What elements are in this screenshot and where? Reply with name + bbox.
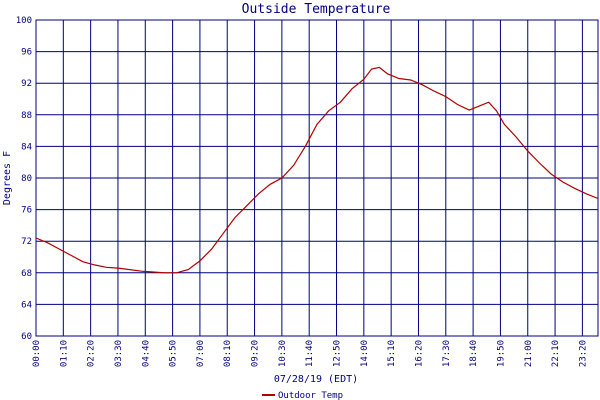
y-axis-label: Degrees F [2,151,13,205]
grid-lines [35,19,598,337]
x-tick-label: 09:20 [251,340,261,367]
x-tick-label: 17:30 [442,340,452,367]
x-axis-label: 07/28/19 (EDT) [274,374,358,385]
x-tick-label: 22:10 [551,340,561,367]
x-tick-label: 16:20 [414,340,424,367]
x-tick-label: 21:00 [524,340,534,367]
y-axis-ticks: 60 64 68 72 76 80 84 88 92 96 100 [16,16,32,342]
series-line-outdoor-temp [35,66,599,274]
x-tick-label: 11:40 [305,340,315,367]
y-tick-label: 96 [21,48,32,58]
y-tick-label: 72 [21,237,32,247]
legend: Outdoor Temp [262,391,343,400]
y-tick-label: 84 [21,142,32,152]
legend-label: Outdoor Temp [278,391,343,400]
x-tick-label: 23:20 [578,340,588,367]
y-tick-label: 76 [21,206,32,216]
x-tick-label: 03:30 [114,340,124,367]
y-tick-label: 88 [21,111,32,121]
x-tick-label: 10:30 [278,340,288,367]
x-tick-label: 08:10 [223,340,233,367]
y-tick-label: 60 [21,332,32,342]
x-tick-label: 18:40 [469,340,479,367]
x-tick-label: 00:00 [32,340,42,367]
x-tick-label: 01:10 [59,340,69,367]
y-tick-label: 80 [21,174,32,184]
x-tick-label: 04:40 [141,340,151,367]
y-tick-label: 92 [21,79,32,89]
x-tick-label: 15:10 [387,340,397,367]
x-axis-ticks: 00:00 01:10 02:20 03:30 04:40 05:50 07:00 08:10… [32,340,588,367]
x-tick-label: 07:00 [196,340,206,367]
x-tick-label: 02:20 [87,340,97,367]
x-tick-label: 05:50 [169,340,179,367]
series-group [35,66,599,274]
y-tick-label: 68 [21,269,32,279]
x-tick-label: 14:00 [360,340,370,367]
x-tick-label: 19:50 [496,340,506,367]
x-tick-label: 12:50 [333,340,343,367]
y-tick-label: 64 [21,300,32,310]
chart-title: Outside Temperature [242,2,391,17]
y-tick-label: 100 [16,16,32,26]
